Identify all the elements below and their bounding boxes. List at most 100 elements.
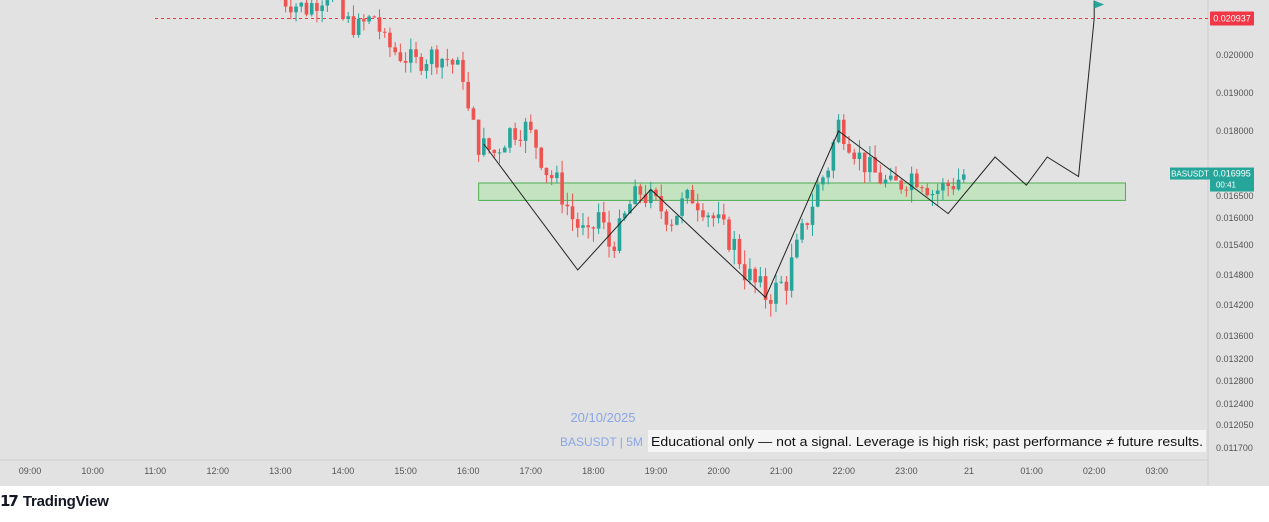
x-tick-label: 01:00 xyxy=(1020,466,1043,476)
candle-body xyxy=(315,3,319,12)
candle-body xyxy=(758,276,763,283)
candle-body xyxy=(695,203,700,211)
candle-body xyxy=(737,238,742,265)
y-tick-label: 0.013200 xyxy=(1216,354,1254,364)
countdown-label: 00:41 xyxy=(1216,181,1237,190)
x-tick-label: 21:00 xyxy=(770,466,793,476)
candle-body xyxy=(915,173,919,188)
candle-body xyxy=(476,119,481,155)
x-tick-label: 12:00 xyxy=(207,466,230,476)
candle-body xyxy=(570,206,575,220)
y-tick-label: 0.015400 xyxy=(1216,240,1254,250)
candle-body xyxy=(831,142,836,171)
candle-body xyxy=(690,189,695,204)
candle-body xyxy=(294,6,298,13)
candle-body xyxy=(471,108,476,120)
candle-body xyxy=(789,257,794,291)
x-tick-label: 14:00 xyxy=(332,466,355,476)
candle-body xyxy=(753,268,757,283)
candle-body xyxy=(883,179,888,184)
candle-body xyxy=(638,186,643,195)
x-tick-label: 10:00 xyxy=(81,466,104,476)
x-tick-label: 21 xyxy=(964,466,974,476)
candle-body xyxy=(920,187,924,189)
candle-body xyxy=(409,49,413,63)
candle-body xyxy=(382,31,387,33)
candle-body xyxy=(612,246,617,251)
price-axis-background xyxy=(1208,0,1269,486)
candle-body xyxy=(534,129,538,148)
candle-body xyxy=(711,215,716,219)
candle-body xyxy=(847,143,851,153)
x-tick-label: 09:00 xyxy=(19,466,42,476)
candle-body xyxy=(654,189,658,197)
candle-body xyxy=(742,264,747,281)
candle-body xyxy=(680,198,684,216)
y-tick-label: 0.014200 xyxy=(1216,300,1254,310)
symbol-tag xyxy=(1170,167,1210,180)
candle-body xyxy=(784,281,789,291)
candle-body xyxy=(461,59,465,82)
candle-body xyxy=(706,215,710,218)
candle-body xyxy=(732,238,737,250)
candle-body xyxy=(414,49,418,57)
candle-body xyxy=(466,81,470,109)
candle-body xyxy=(289,6,293,13)
y-tick-label: 0.012800 xyxy=(1216,376,1254,386)
candle-body xyxy=(492,149,497,153)
x-tick-label: 18:00 xyxy=(582,466,605,476)
candle-body xyxy=(946,182,950,187)
candle-body xyxy=(575,219,580,228)
candle-body xyxy=(899,180,903,190)
candle-body xyxy=(362,18,366,22)
candle-body xyxy=(482,138,486,155)
candle-body xyxy=(539,147,544,168)
x-tick-label: 19:00 xyxy=(645,466,668,476)
candle-body xyxy=(518,139,523,141)
candle-body xyxy=(956,179,961,190)
tradingview-logo-icon: 17 xyxy=(0,492,19,510)
candle-body xyxy=(565,204,570,207)
candle-body xyxy=(304,2,309,15)
price-chart[interactable]: 0.020000 0.019000 0.018000 0.016500 0.016000… xyxy=(0,0,1269,486)
candle-body xyxy=(377,17,382,32)
candle-body xyxy=(555,172,559,179)
candle-body xyxy=(586,225,590,228)
disclaimer-text: Educational only — not a signal. Leverag… xyxy=(651,435,1203,449)
y-tick-label: 0.014800 xyxy=(1216,270,1254,280)
candle-body xyxy=(669,224,674,226)
disclaimer-box xyxy=(648,430,1206,452)
candle-body xyxy=(435,49,439,68)
support-zone xyxy=(478,182,1126,201)
x-tick-label: 03:00 xyxy=(1146,466,1169,476)
candle-body xyxy=(795,239,799,258)
candle-body xyxy=(951,186,956,190)
candle-body xyxy=(862,152,867,173)
y-tick-label: 0.018000 xyxy=(1216,126,1254,136)
brand-name: TradingView xyxy=(22,492,109,510)
candle-body xyxy=(398,52,403,62)
y-tick-label: 0.013600 xyxy=(1216,331,1254,341)
candle-body xyxy=(675,215,679,225)
candle-body xyxy=(815,184,820,207)
candle-body xyxy=(429,49,434,65)
candle-body xyxy=(388,32,392,48)
candle-body xyxy=(549,175,554,179)
x-tick-label: 13:00 xyxy=(269,466,292,476)
candle-body xyxy=(763,276,768,300)
candle-body xyxy=(351,16,356,35)
candle-body xyxy=(529,121,533,130)
candle-body xyxy=(367,16,371,22)
candle-body xyxy=(309,3,314,15)
symbol-tag-label: BASUSDT xyxy=(1171,170,1209,179)
candle-body xyxy=(894,175,898,181)
candle-body xyxy=(909,173,914,191)
y-tick-label: 0.020000 xyxy=(1216,50,1254,60)
x-tick-label: 15:00 xyxy=(394,466,417,476)
x-tick-label: 17:00 xyxy=(520,466,543,476)
candle-body xyxy=(800,223,804,240)
candle-body xyxy=(868,157,872,173)
x-tick-label: 11:00 xyxy=(144,466,166,476)
candle-body xyxy=(513,128,517,140)
